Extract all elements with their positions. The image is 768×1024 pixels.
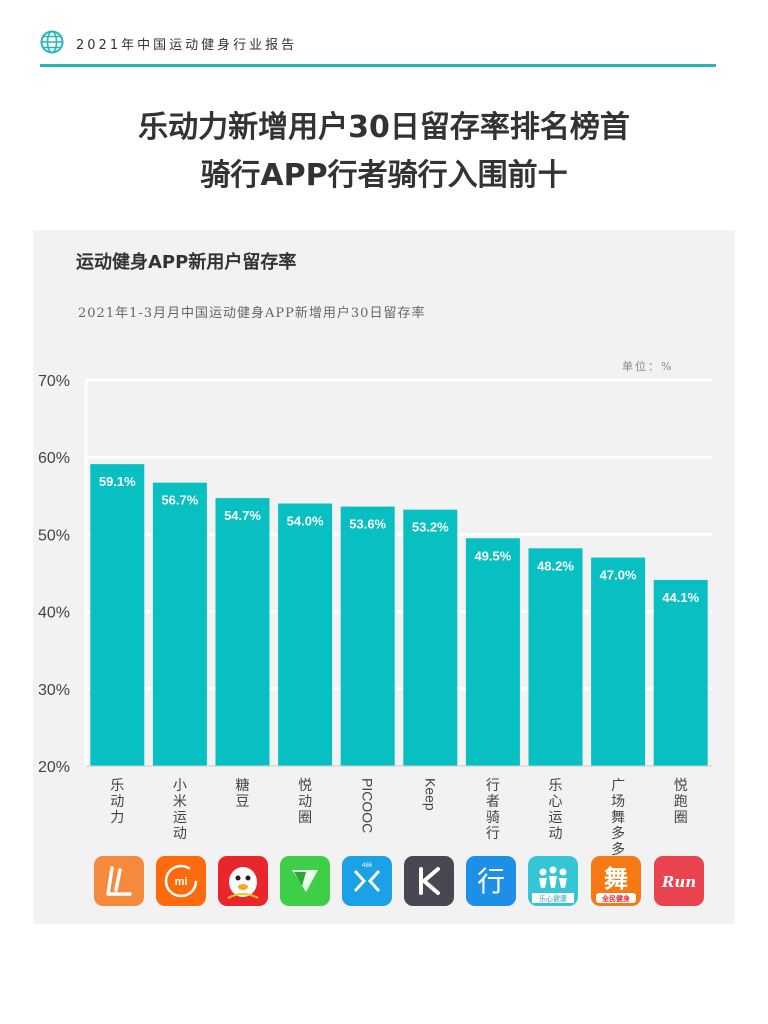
lexin-icon: 乐心健康	[528, 856, 578, 906]
data-label: 56.7%	[161, 493, 198, 508]
globe-icon	[40, 30, 64, 54]
yuedongquan-icon	[280, 856, 330, 906]
data-label: 59.1%	[99, 474, 136, 489]
y-tick-label: 40%	[38, 605, 70, 622]
tangdou-icon	[218, 856, 268, 906]
bar	[465, 538, 520, 766]
chart-title: 运动健身APP新用户留存率	[76, 252, 297, 273]
data-label: 49.5%	[474, 548, 511, 563]
data-label: 53.2%	[412, 520, 449, 535]
headline: 乐动力新增用户30日留存率排名榜首 骑行APP行者骑行入围前十	[0, 104, 768, 200]
bar	[278, 503, 333, 766]
svg-text:行: 行	[477, 865, 505, 898]
bar	[152, 482, 207, 766]
svg-text:Run: Run	[661, 873, 696, 891]
y-tick-label: 60%	[38, 450, 70, 467]
x-tick-label: 悦动圈	[298, 778, 312, 826]
data-label: 44.1%	[662, 590, 699, 605]
bar	[90, 464, 145, 766]
data-label: 54.7%	[224, 508, 261, 523]
x-tick-label: 广场舞多多	[611, 778, 625, 858]
bar	[653, 579, 708, 766]
mi-fit-icon: mi	[156, 856, 206, 906]
picooc-icon: 486	[342, 856, 392, 906]
y-tick-label: 50%	[38, 527, 70, 544]
svg-text:舞: 舞	[604, 864, 628, 893]
y-tick-label: 30%	[38, 682, 70, 699]
report-header: 2021年中国运动健身行业报告	[40, 28, 716, 67]
bar	[591, 557, 646, 766]
data-label: 48.2%	[537, 558, 574, 573]
data-label: 47.0%	[600, 568, 637, 583]
chart-subtitle: 2021年1-3月月中国运动健身APP新增用户30日留存率	[78, 306, 426, 321]
svg-text:乐心健康: 乐心健康	[539, 894, 567, 903]
xingzhe-icon: 行	[466, 856, 516, 906]
guangchangwu-icon: 舞 全民健身	[591, 856, 641, 906]
bar	[340, 506, 395, 766]
unit-label: 单位：%	[622, 360, 674, 373]
bar	[403, 509, 458, 766]
x-tick-label: Keep	[422, 778, 438, 811]
report-title: 2021年中国运动健身行业报告	[76, 38, 298, 53]
bar	[528, 548, 583, 766]
bar	[215, 498, 270, 766]
x-tick-label: 悦跑圈	[674, 778, 688, 826]
data-label: 54.0%	[287, 514, 324, 529]
headline-line-1: 乐动力新增用户30日留存率排名榜首	[138, 110, 630, 145]
svg-text:486: 486	[362, 863, 373, 869]
x-tick-label: 乐动力	[110, 778, 124, 826]
headline-line-2: 骑行APP行者骑行入围前十	[200, 158, 568, 193]
y-tick-label: 20%	[38, 759, 70, 776]
y-tick-label: 70%	[38, 373, 70, 390]
x-tick-label: 小米运动	[173, 778, 187, 842]
svg-text:全民健身: 全民健身	[601, 894, 630, 903]
x-tick-label: 行者骑行	[486, 778, 500, 842]
yuepaoquan-icon: Run	[654, 856, 704, 906]
x-tick-label: PICOOC	[360, 778, 376, 833]
x-tick-label: 乐心运动	[549, 778, 563, 842]
keep-icon	[404, 856, 454, 906]
svg-text:mi: mi	[175, 876, 188, 888]
ledongli-icon	[94, 856, 144, 906]
x-tick-label: 糖豆	[236, 778, 250, 810]
data-label: 53.6%	[349, 517, 386, 532]
